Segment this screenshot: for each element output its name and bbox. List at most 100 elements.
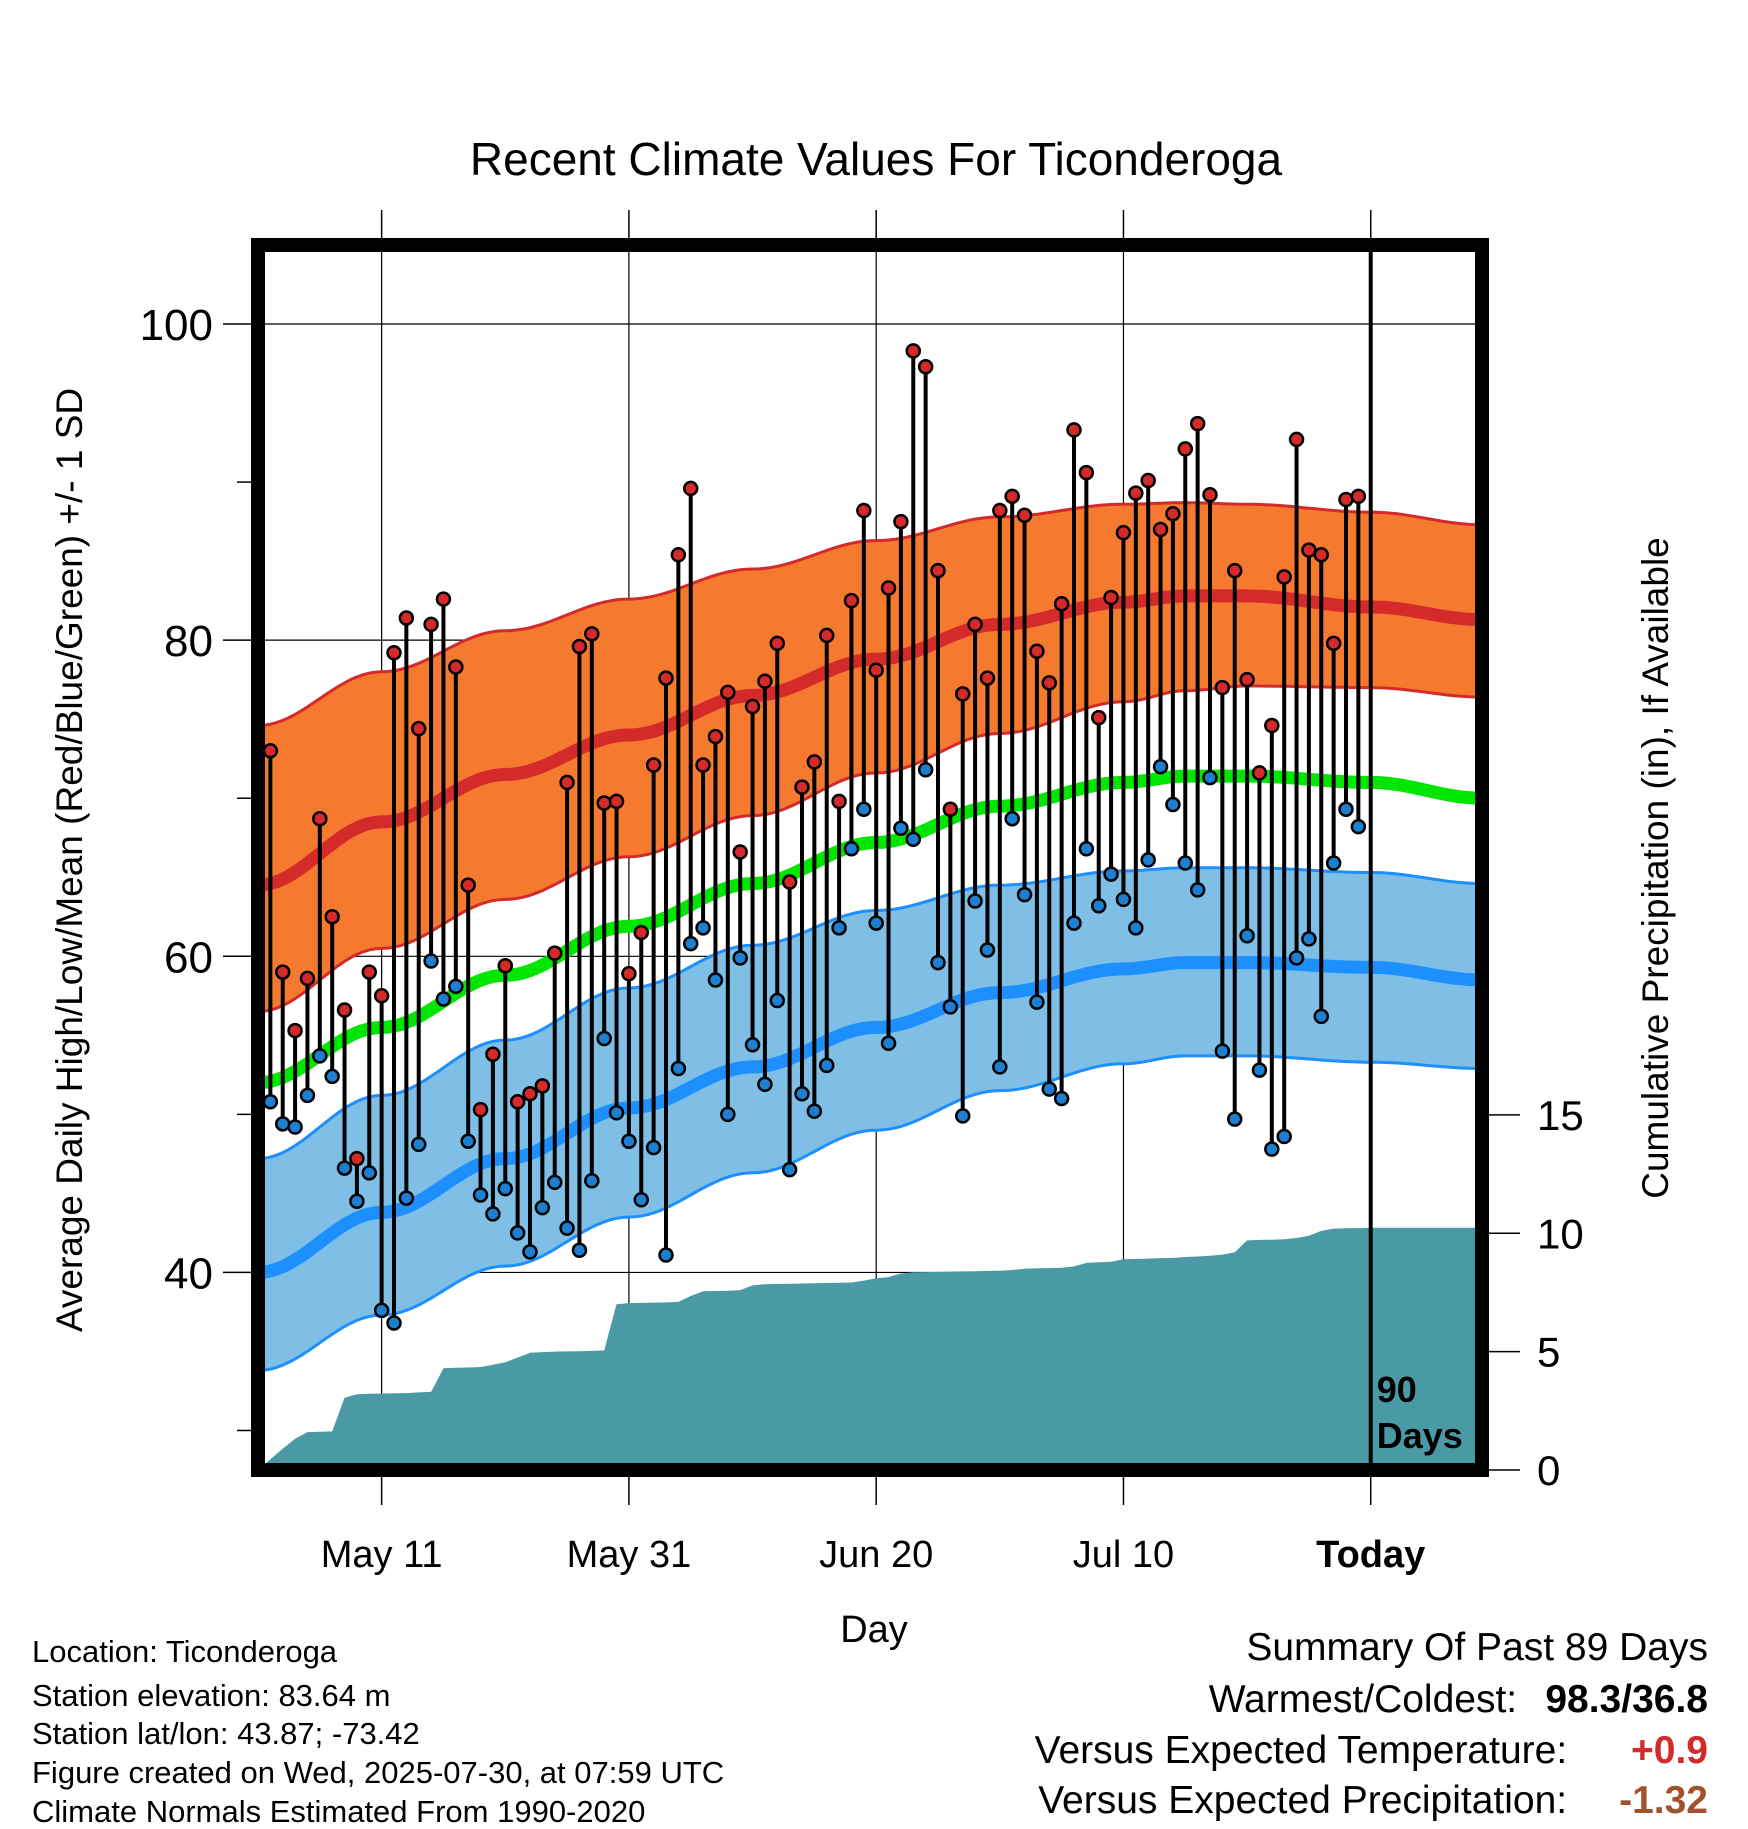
daily-low-point — [1226, 1111, 1243, 1127]
daily-high-point — [868, 662, 884, 678]
daily-high-point — [1128, 485, 1144, 501]
daily-low-point — [584, 1172, 600, 1189]
daily-high-point — [559, 774, 575, 791]
daily-high-point — [633, 924, 650, 941]
daily-high-point — [1251, 765, 1268, 781]
daily-low-point — [1090, 897, 1107, 914]
daily-high-point — [287, 1022, 303, 1039]
daily-high-point — [1140, 472, 1156, 489]
daily-low-point — [324, 1068, 340, 1085]
daily-high-point — [1029, 643, 1045, 659]
daily-high-point — [954, 686, 971, 702]
daily-low-point — [299, 1087, 316, 1104]
precip-label: Versus Expected Precipitation: — [1038, 1779, 1568, 1822]
daily-low-point — [707, 972, 724, 988]
daily-high-point — [584, 626, 600, 642]
daily-low-point — [349, 1193, 365, 1210]
daily-low-point — [1350, 818, 1367, 835]
daily-high-point — [324, 909, 340, 925]
daily-high-point — [856, 502, 872, 519]
daily-low-point — [930, 954, 946, 971]
daily-high-point — [769, 635, 786, 652]
daily-low-point — [571, 1242, 588, 1259]
temp-value: +0.9 — [1631, 1729, 1708, 1772]
daily-low-point — [954, 1108, 971, 1124]
daily-high-point — [1041, 675, 1058, 691]
daily-low-point — [893, 820, 909, 837]
daily-high-point — [880, 580, 897, 596]
daily-low-point — [423, 953, 439, 969]
low-sd-upper-edge — [258, 866, 1482, 1161]
daily-high-point — [1016, 507, 1033, 524]
daily-high-point — [645, 757, 662, 773]
daily-high-point — [571, 638, 588, 655]
daily-high-point — [1325, 635, 1342, 652]
daily-low-point — [509, 1225, 526, 1241]
daily-high-point — [1214, 679, 1231, 696]
daily-low-point — [1251, 1062, 1268, 1078]
daily-high-point — [1165, 505, 1181, 522]
daily-low-point — [1115, 891, 1132, 908]
plot-frame — [251, 238, 1489, 1477]
daily-low-point — [1189, 882, 1206, 898]
daily-low-point — [1264, 1141, 1280, 1157]
daily-low-point — [695, 920, 711, 936]
daily-high-point — [843, 592, 860, 609]
precip-value: -1.32 — [1619, 1779, 1708, 1822]
x-axis-label: Day — [840, 1609, 908, 1651]
daily-low-point — [287, 1119, 303, 1135]
daily-low-point — [1202, 769, 1218, 786]
daily-low-point — [880, 1035, 897, 1051]
daily-high-point — [806, 754, 823, 770]
high-normal-line — [258, 589, 1482, 892]
y-tick-label: 100 — [140, 301, 213, 350]
daily-low-point — [262, 1093, 279, 1110]
axes: 40 60 80 100 0 5 10 15 May 11 May 31 Jun 20 Jul 10 T… — [140, 210, 1584, 1576]
daily-low-point — [460, 1133, 476, 1149]
daily-high-point — [818, 627, 835, 644]
daily-high-point — [893, 513, 909, 530]
daily-high-point — [967, 616, 983, 633]
daily-high-point — [546, 945, 563, 961]
daily-low-point — [1165, 796, 1181, 813]
daily-low-point — [633, 1191, 650, 1208]
daily-low-point — [398, 1190, 415, 1206]
daily-low-point — [472, 1187, 489, 1203]
daily-high-point — [299, 970, 316, 987]
daily-low-point — [1288, 950, 1305, 966]
daily-low-point — [744, 1037, 761, 1053]
daily-high-point — [435, 591, 452, 607]
daily-low-point — [386, 1315, 402, 1331]
daily-low-point — [435, 991, 452, 1007]
daily-low-point — [1053, 1090, 1070, 1107]
daily-low-point — [682, 935, 699, 952]
daily-high-point — [757, 673, 773, 690]
daily-low-point — [361, 1165, 378, 1181]
daily-high-point — [608, 793, 625, 810]
plot-content: 90 Days — [258, 245, 1482, 1470]
daily-high-point — [1115, 524, 1132, 541]
y2-tick-label: 15 — [1537, 1092, 1584, 1139]
daily-high-point — [336, 1002, 353, 1018]
daily-high-point — [732, 844, 748, 860]
daily-high-point — [1189, 415, 1206, 432]
temp-label: Versus Expected Temperature: — [1034, 1729, 1568, 1772]
y-tick-label: 60 — [164, 933, 213, 982]
daily-low-point — [534, 1199, 551, 1216]
daily-high-point — [1313, 547, 1330, 563]
y-tick-label: 40 — [164, 1249, 213, 1298]
daily-high-point — [942, 801, 959, 818]
daily-high-point — [1152, 521, 1169, 538]
precip-area — [258, 1227, 1482, 1470]
daily-low-point — [1239, 927, 1255, 944]
daily-high-point — [695, 757, 711, 773]
daily-high-point — [794, 779, 810, 795]
daily-high-point — [312, 811, 328, 827]
daily-high-point — [707, 728, 724, 745]
high-sd-lower-edge — [258, 684, 1482, 1014]
info-normals: Climate Normals Estimated From 1990-2020 — [32, 1794, 646, 1829]
daily-low-point — [1313, 1008, 1330, 1025]
daily-low-point — [559, 1220, 575, 1236]
high-sd-band — [258, 502, 1482, 1012]
